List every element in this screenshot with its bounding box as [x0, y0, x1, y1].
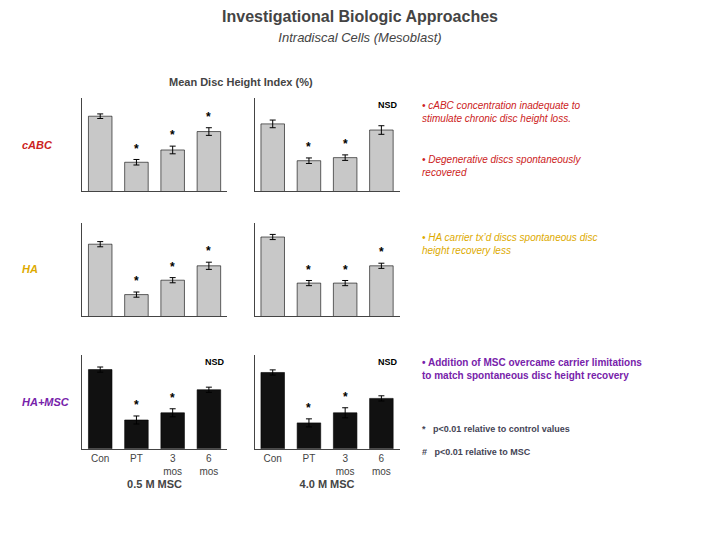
svg-text:*: *: [306, 401, 311, 415]
svg-text:PT: PT: [130, 453, 143, 464]
svg-text:NSD: NSD: [205, 357, 225, 367]
svg-text:4.0 M MSC: 4.0 M MSC: [300, 478, 355, 490]
svg-text:3mos: 3mos: [163, 453, 182, 477]
svg-text:• Degenerative discs spontaneo: • Degenerative discs spontaneouslyrecove…: [422, 154, 582, 178]
svg-text:0.5 M MSC: 0.5 M MSC: [127, 478, 182, 490]
svg-text:NSD: NSD: [378, 100, 398, 110]
svg-text:# p<0.01 relative to MSC: # p<0.01 relative to MSC: [422, 447, 531, 457]
svg-text:*: *: [134, 274, 139, 288]
svg-text:Con: Con: [91, 453, 109, 464]
svg-text:* p<0.01 relative to control: * p<0.01 relative to control values: [422, 424, 570, 434]
svg-text:Con: Con: [264, 453, 282, 464]
svg-text:6mos: 6mos: [372, 453, 391, 477]
svg-text:• Addition of MSC overcame car: • Addition of MSC overcame carrier limit…: [422, 357, 642, 381]
svg-text:*: *: [343, 137, 348, 151]
svg-text:cABC: cABC: [22, 139, 53, 151]
svg-text:PT: PT: [303, 453, 316, 464]
svg-text:*: *: [170, 391, 175, 405]
svg-text:*: *: [343, 263, 348, 277]
svg-text:*: *: [170, 128, 175, 142]
svg-text:HA: HA: [22, 263, 38, 275]
svg-text:• cABC concentration inadequat: • cABC concentration inadequate tostimul…: [422, 100, 580, 124]
svg-text:*: *: [134, 398, 139, 412]
svg-text:*: *: [306, 140, 311, 154]
svg-text:*: *: [343, 390, 348, 404]
svg-text:NSD: NSD: [378, 357, 398, 367]
svg-text:*: *: [170, 260, 175, 274]
svg-text:Mean Disc Height Index (%): Mean Disc Height Index (%): [169, 76, 313, 88]
svg-text:3mos: 3mos: [336, 453, 355, 477]
svg-text:6mos: 6mos: [199, 453, 218, 477]
svg-text:HA+MSC: HA+MSC: [22, 396, 70, 408]
svg-text:• HA carrier tx’d discs sponta: • HA carrier tx’d discs spontaneous disc…: [422, 232, 597, 256]
svg-text:Investigational Biologic Appro: Investigational Biologic ApproachesIntra…: [222, 8, 498, 46]
svg-text:*: *: [206, 110, 211, 124]
svg-text:*: *: [379, 245, 384, 259]
svg-text:*: *: [306, 263, 311, 277]
svg-text:*: *: [206, 244, 211, 258]
svg-text:*: *: [134, 142, 139, 156]
